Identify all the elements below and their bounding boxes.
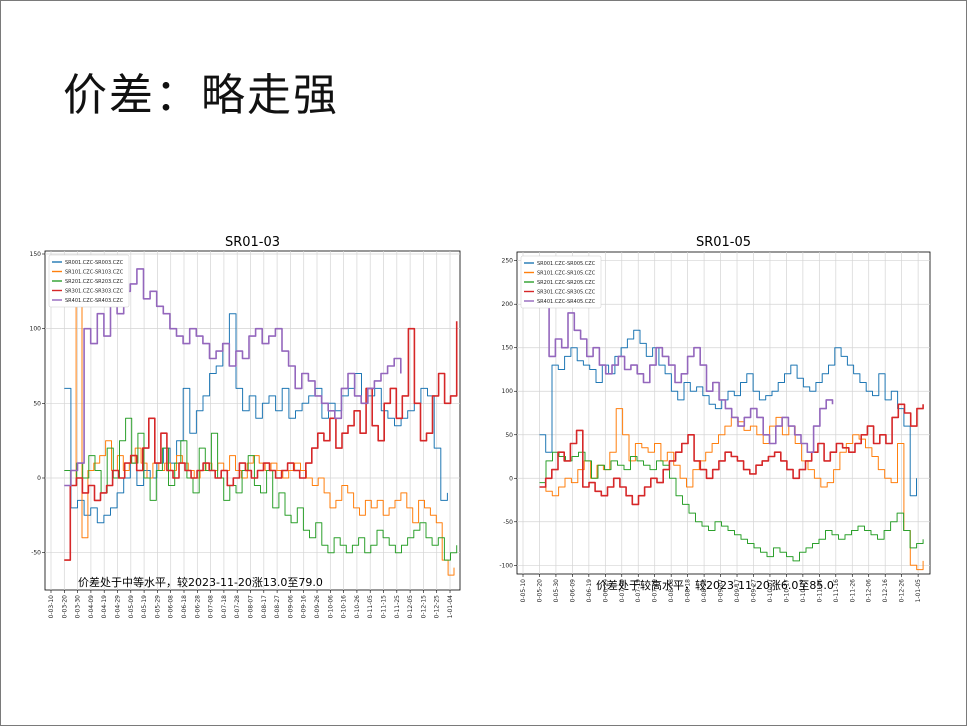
x-tick-label: 0-06-08 — [168, 595, 175, 619]
y-tick-label: 250 — [502, 258, 514, 265]
x-tick-label: 0-07-19 — [635, 579, 642, 603]
x-tick-label: 0-11-26 — [849, 579, 856, 603]
x-tick-label: 0-12-06 — [866, 579, 873, 603]
x-tick-label: 0-12-16 — [882, 579, 889, 603]
chart-annotation: 价差处于较高水平，较2023-11-20涨6.0至85.0 — [596, 578, 834, 592]
legend-label: SR001.CZC-SR005.CZC — [537, 261, 596, 267]
y-tick-label: -50 — [503, 519, 513, 526]
y-tick-label: -50 — [31, 550, 41, 557]
series-line — [539, 451, 924, 562]
series-line — [64, 417, 458, 561]
x-tick-label: 0-05-29 — [154, 595, 161, 619]
y-tick-label: 150 — [502, 345, 514, 352]
x-tick-label: 0-11-16 — [833, 579, 840, 603]
chart-title: SR01-03 — [225, 235, 280, 250]
x-tick-label: 0-05-30 — [553, 579, 560, 603]
chart-title: SR01-05 — [696, 235, 751, 250]
x-tick-label: 0-06-09 — [569, 579, 576, 603]
legend-label: SR201.CZC-SR205.CZC — [537, 280, 596, 286]
legend-label: SR001.CZC-SR003.CZC — [65, 260, 124, 266]
x-tick-label: 0-08-28 — [701, 579, 708, 603]
y-tick-label: 0 — [509, 475, 513, 482]
y-tick-label: 100 — [502, 388, 514, 395]
x-tick-label: 0-09-07 — [718, 579, 725, 603]
x-tick-label: 0-08-17 — [261, 595, 268, 619]
x-tick-label: 0-09-17 — [734, 579, 741, 603]
x-tick-label: 0-10-06 — [327, 595, 334, 619]
y-tick-label: 200 — [502, 301, 514, 308]
x-tick-label: 0-07-18 — [221, 595, 228, 619]
x-tick-label: 0-11-06 — [816, 579, 823, 603]
x-tick-label: 0-06-19 — [586, 579, 593, 603]
y-tick-label: 150 — [30, 251, 42, 258]
legend-label: SR401.CZC-SR403.CZC — [65, 298, 124, 304]
x-tick-label: 0-08-27 — [274, 595, 281, 619]
x-tick-label: 0-10-07 — [767, 579, 774, 603]
x-tick-label: 0-12-05 — [407, 595, 414, 619]
x-tick-label: 0-07-29 — [652, 579, 659, 603]
x-tick-label: 0-05-19 — [141, 595, 148, 619]
series-line — [64, 321, 458, 561]
legend-box — [520, 255, 602, 309]
x-tick-label: 0-09-06 — [287, 595, 294, 619]
x-tick-label: 0-09-27 — [750, 579, 757, 603]
x-tick-label: 0-04-09 — [88, 595, 95, 619]
x-tick-label: 0-03-30 — [75, 595, 82, 619]
x-tick-label: 0-07-09 — [619, 579, 626, 603]
x-tick-label: 1-01-05 — [915, 579, 922, 603]
x-tick-label: 0-08-08 — [668, 579, 675, 603]
y-tick-label: 0 — [37, 475, 41, 482]
y-tick-label: 50 — [33, 400, 41, 407]
x-tick-label: 0-07-28 — [234, 595, 241, 619]
y-tick-label: -100 — [499, 562, 513, 569]
x-tick-label: 0-11-25 — [394, 595, 401, 619]
x-tick-label: 0-07-08 — [208, 595, 215, 619]
x-tick-label: 0-03-20 — [61, 595, 68, 619]
x-tick-label: 0-10-26 — [354, 595, 361, 619]
x-tick-label: 0-12-15 — [420, 595, 427, 619]
x-tick-label: 0-08-07 — [248, 595, 255, 619]
plot-area — [44, 250, 461, 591]
legend-label: SR101.CZC-SR103.CZC — [65, 270, 124, 276]
legend-label: SR101.CZC-SR105.CZC — [537, 271, 596, 277]
slide-title: 价差：略走强 — [63, 70, 339, 121]
x-tick-label: 0-10-17 — [783, 579, 790, 603]
x-tick-label: 0-12-26 — [899, 579, 906, 603]
x-tick-label: 0-08-18 — [685, 579, 692, 603]
x-tick-label: 1-01-04 — [447, 595, 454, 619]
y-tick-label: 100 — [30, 326, 42, 333]
x-tick-label: 0-09-26 — [314, 595, 321, 619]
x-tick-label: 0-09-16 — [301, 595, 308, 619]
legend-label: SR201.CZC-SR203.CZC — [65, 279, 124, 285]
series-line — [64, 313, 448, 524]
y-tick-label: 50 — [505, 432, 513, 439]
x-tick-label: 0-11-05 — [367, 595, 374, 619]
x-tick-label: 0-06-28 — [194, 595, 201, 619]
legend-label: SR401.CZC-SR405.CZC — [537, 299, 596, 305]
x-tick-label: 0-06-18 — [181, 595, 188, 619]
x-tick-label: 0-12-25 — [434, 595, 441, 619]
x-tick-label: 0-04-19 — [101, 595, 108, 619]
legend-box — [48, 254, 130, 308]
series-line — [64, 268, 402, 487]
x-tick-label: 0-10-16 — [341, 595, 348, 619]
series-line — [539, 403, 924, 506]
legend-label: SR301.CZC-SR303.CZC — [65, 289, 124, 295]
x-tick-label: 0-05-10 — [520, 579, 527, 603]
x-tick-label: 0-04-29 — [115, 595, 122, 619]
x-tick-label: 0-05-09 — [128, 595, 135, 619]
x-tick-label: 0-11-15 — [381, 595, 388, 619]
x-tick-label: 0-03-10 — [48, 595, 55, 619]
x-tick-label: 0-10-27 — [800, 579, 807, 603]
x-tick-label: 0-06-29 — [602, 579, 609, 603]
chart-annotation: 价差处于中等水平，较2023-11-20涨13.0至79.0 — [78, 575, 323, 589]
legend-label: SR301.CZC-SR305.CZC — [537, 290, 596, 296]
series-line — [542, 303, 834, 453]
x-tick-label: 0-05-20 — [536, 579, 543, 603]
